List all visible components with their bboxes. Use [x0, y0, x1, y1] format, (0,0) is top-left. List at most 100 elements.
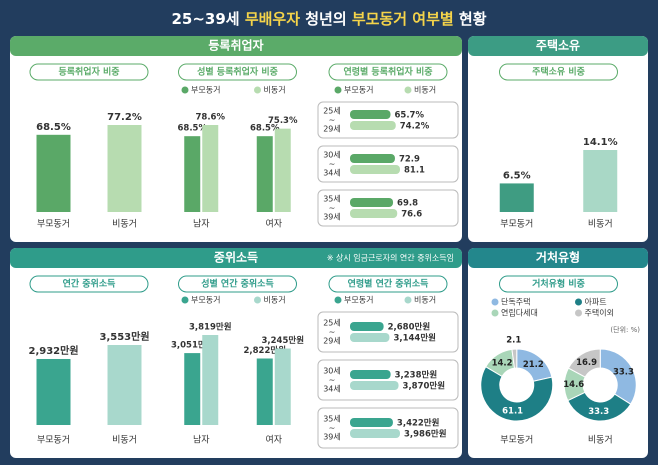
- value-label: 3,238만원: [395, 370, 438, 381]
- section-title: 주택소유: [536, 38, 580, 53]
- value-label: 3,819만원: [189, 322, 232, 333]
- category-label: 부모동거: [37, 435, 70, 446]
- bar: [350, 381, 399, 390]
- legend-swatch: [334, 86, 342, 94]
- category-label: ~: [329, 204, 336, 213]
- value-label: 3,051만원: [171, 340, 214, 351]
- category-label: 부모동거: [500, 435, 533, 446]
- category-label: 30세: [323, 151, 341, 160]
- donut-slice: [567, 391, 632, 422]
- donut-slice: [599, 348, 637, 405]
- category-label: 남자: [193, 435, 210, 446]
- value-label: 77.2%: [107, 112, 142, 123]
- category-label: 여자: [265, 218, 282, 230]
- legend-swatch: [334, 296, 342, 304]
- value-label: 68.5%: [250, 124, 280, 134]
- chart-title-pill: [499, 275, 618, 293]
- chart-title: 주택소유 비중: [532, 66, 585, 78]
- section-note: ※ 상시 임금근로자의 연간 중위소득임: [327, 253, 454, 263]
- value-label: 65.7%: [395, 111, 425, 121]
- value-label: 3,144만원: [393, 333, 436, 344]
- group-box: [317, 407, 459, 449]
- value-label: 14.6: [563, 380, 584, 390]
- category-label: 부모동거: [37, 219, 70, 230]
- value-label: 16.9: [576, 358, 597, 368]
- title-part: 청년의: [300, 10, 352, 28]
- value-label: 75.3%: [268, 116, 298, 126]
- value-label: 78.6%: [196, 113, 226, 123]
- chart-title: 등록취업자 비중: [58, 66, 119, 78]
- legend-label: 부모동거: [344, 296, 373, 305]
- category-label: 29세: [323, 125, 341, 134]
- group-box: [317, 101, 459, 139]
- category-label: 비동거: [112, 435, 137, 446]
- chart-title-pill: [178, 63, 297, 81]
- title-part: 25~39세: [171, 10, 244, 28]
- title-part: 현황: [454, 10, 487, 28]
- legend-swatch: [254, 296, 261, 304]
- unit-label: (단위: %): [610, 325, 640, 334]
- section-title: 거처유형: [536, 250, 580, 265]
- category-label: 비동거: [588, 435, 613, 446]
- category-label: 39세: [323, 433, 341, 442]
- legend-swatch: [254, 86, 261, 94]
- legend-label: 주택이외: [585, 308, 614, 318]
- chart-title: 연간 중위소득: [63, 278, 116, 290]
- bar: [350, 322, 384, 331]
- category-label: 39세: [323, 213, 341, 222]
- bar: [350, 110, 391, 119]
- value-label: 3,553만원: [99, 330, 149, 343]
- bar: [256, 136, 273, 212]
- category-label: ~: [329, 116, 336, 125]
- section-title: 등록취업자: [208, 38, 263, 53]
- bar: [350, 121, 396, 130]
- bar: [256, 358, 273, 425]
- category-label: 35세: [323, 415, 341, 424]
- bar: [107, 345, 142, 425]
- legend-label: 비동거: [414, 86, 436, 95]
- value-label: 3,245만원: [261, 335, 304, 346]
- title-part: 부모동거 여부별: [352, 10, 454, 28]
- legend-label: 부모동거: [191, 86, 220, 95]
- bar: [184, 136, 201, 212]
- legend-label: 연립다세대: [501, 309, 538, 318]
- donut-slice: [567, 348, 601, 378]
- bar: [184, 353, 201, 425]
- bar: [350, 165, 400, 174]
- section-header: [468, 36, 648, 56]
- value-label: 2.1: [506, 336, 521, 346]
- value-label: 33.3: [588, 407, 609, 417]
- value-label: 74.2%: [400, 122, 430, 132]
- legend-label: 단독주택: [501, 297, 530, 307]
- legend-swatch: [181, 86, 189, 94]
- donut-slice: [480, 366, 554, 422]
- category-label: 29세: [323, 337, 341, 346]
- value-label: 76.6: [401, 210, 422, 220]
- section-header: [10, 36, 462, 56]
- category-label: ~: [329, 376, 336, 385]
- bar: [499, 183, 534, 212]
- group-box: [317, 359, 459, 401]
- category-label: 부모동거: [500, 219, 533, 230]
- legend-swatch: [575, 309, 582, 317]
- category-label: 30세: [323, 367, 341, 376]
- category-label: 여자: [265, 434, 282, 446]
- chart-title: 연령별 연간 중위소득: [348, 278, 429, 290]
- legend-swatch: [491, 309, 499, 317]
- bar: [350, 209, 398, 218]
- legend-label: 비동거: [264, 86, 286, 95]
- legend-label: 부모동거: [344, 86, 373, 95]
- value-label: 3,986만원: [404, 429, 447, 440]
- legend-swatch: [404, 296, 412, 304]
- value-label: 3,870만원: [403, 381, 446, 392]
- category-label: ~: [329, 424, 336, 433]
- value-label: 14.1%: [583, 137, 618, 148]
- section-header: [468, 248, 648, 268]
- bar: [350, 370, 391, 379]
- donut-slice: [511, 348, 518, 369]
- bar: [350, 333, 390, 342]
- category-label: 35세: [323, 195, 341, 204]
- bar: [350, 154, 395, 163]
- category-label: 34세: [323, 169, 341, 178]
- legend-label: 비동거: [414, 296, 436, 305]
